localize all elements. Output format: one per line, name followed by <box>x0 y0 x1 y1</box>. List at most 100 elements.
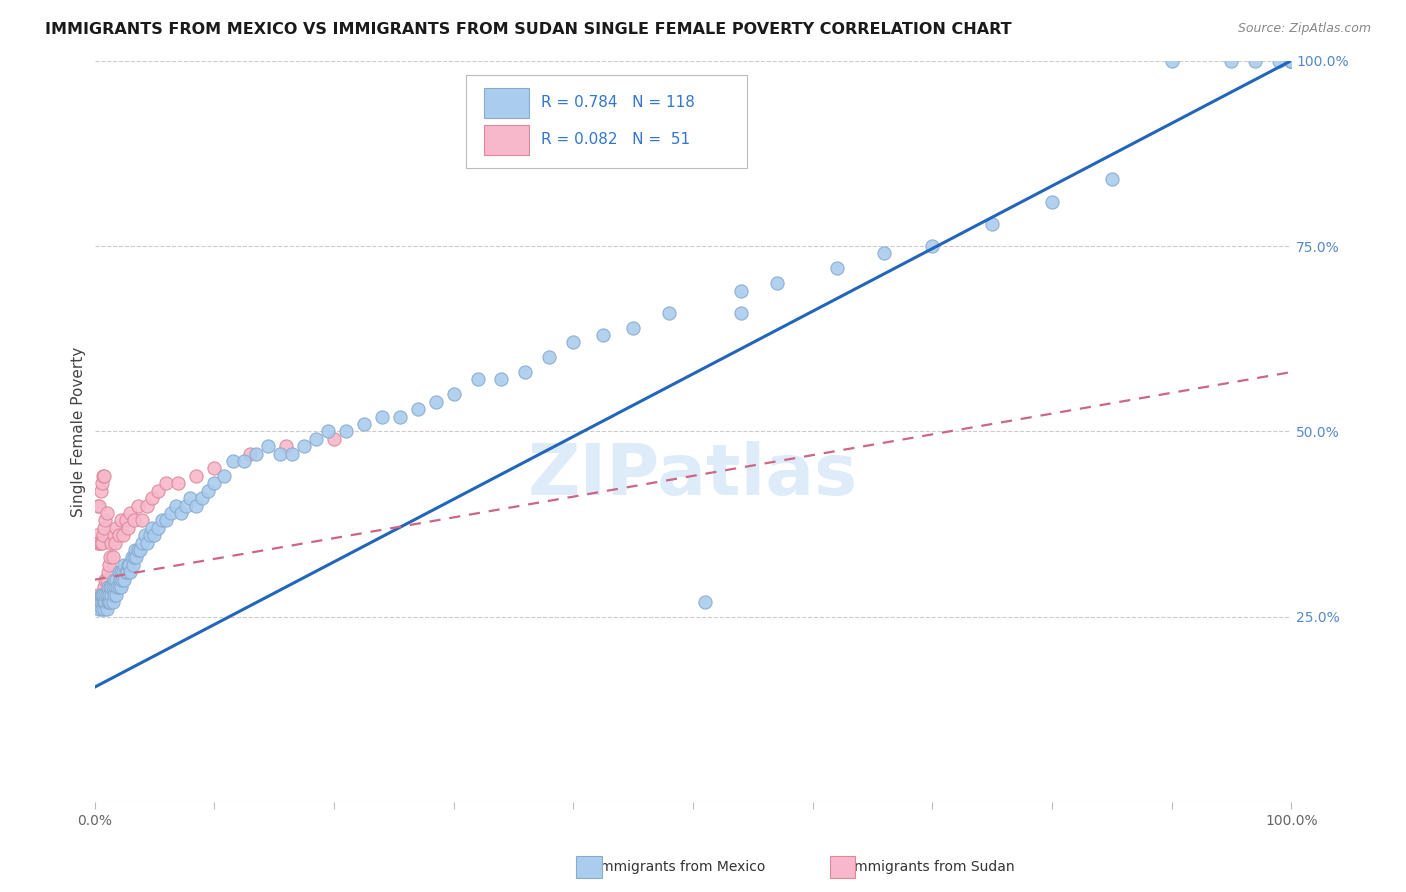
Point <box>1279 54 1302 68</box>
Point <box>179 491 201 505</box>
Point <box>122 550 145 565</box>
Point <box>467 372 489 386</box>
Point <box>94 573 117 587</box>
Point <box>89 602 111 616</box>
Point <box>87 535 110 549</box>
Point <box>202 476 225 491</box>
Point <box>658 306 681 320</box>
Point <box>89 535 111 549</box>
Point <box>730 306 752 320</box>
Point <box>143 528 166 542</box>
Point <box>101 595 124 609</box>
Point <box>305 432 328 446</box>
Point <box>94 595 117 609</box>
Point <box>105 573 128 587</box>
Bar <box>484 88 529 118</box>
Point <box>105 580 128 594</box>
Point <box>120 506 142 520</box>
Point <box>118 558 141 572</box>
Point <box>730 284 752 298</box>
Y-axis label: Single Female Poverty: Single Female Poverty <box>72 346 86 516</box>
Point <box>91 595 114 609</box>
Point <box>146 483 169 498</box>
Text: Immigrants from Mexico: Immigrants from Mexico <box>583 860 766 874</box>
Point <box>134 528 156 542</box>
Point <box>117 558 139 572</box>
Point <box>97 566 120 580</box>
FancyBboxPatch shape <box>465 76 747 169</box>
Bar <box>484 125 529 155</box>
Point <box>100 587 122 601</box>
Point <box>114 513 136 527</box>
Point <box>186 499 208 513</box>
Point <box>98 550 121 565</box>
Point <box>87 587 110 601</box>
Point <box>105 587 128 601</box>
Point <box>239 447 262 461</box>
Point <box>107 528 129 542</box>
Point <box>1244 54 1267 68</box>
Point <box>98 580 121 594</box>
Point <box>90 587 112 601</box>
Point <box>1220 54 1243 68</box>
Point <box>110 513 132 527</box>
Point <box>107 580 129 594</box>
Point <box>562 335 585 350</box>
Point <box>1279 54 1302 68</box>
Point <box>96 587 118 601</box>
Point <box>406 402 429 417</box>
Point <box>245 447 267 461</box>
Point <box>621 320 644 334</box>
Point <box>323 432 346 446</box>
Point <box>100 535 122 549</box>
Point <box>97 587 120 601</box>
Point <box>316 425 339 439</box>
Point <box>90 476 112 491</box>
Point <box>191 491 214 505</box>
Text: IMMIGRANTS FROM MEXICO VS IMMIGRANTS FROM SUDAN SINGLE FEMALE POVERTY CORRELATIO: IMMIGRANTS FROM MEXICO VS IMMIGRANTS FRO… <box>45 22 1012 37</box>
Point <box>202 461 225 475</box>
Point <box>97 580 120 594</box>
Point <box>1279 54 1302 68</box>
Point <box>117 521 139 535</box>
Point <box>122 513 145 527</box>
Point <box>86 528 108 542</box>
Point <box>91 468 114 483</box>
Point <box>491 372 513 386</box>
Point <box>107 566 129 580</box>
Point <box>93 595 115 609</box>
Point <box>103 528 125 542</box>
Point <box>335 425 357 439</box>
Point <box>155 513 177 527</box>
Point <box>91 587 114 601</box>
Point <box>765 276 787 290</box>
Point <box>97 595 120 609</box>
Point <box>93 521 115 535</box>
Point <box>873 246 896 260</box>
Point <box>131 535 153 549</box>
Point <box>98 595 121 609</box>
Point <box>170 506 193 520</box>
Point <box>353 417 375 431</box>
Point <box>155 476 177 491</box>
Point <box>592 328 614 343</box>
Point <box>1279 54 1302 68</box>
Point <box>97 595 120 609</box>
Point <box>90 483 112 498</box>
Point <box>93 468 115 483</box>
Point <box>693 595 716 609</box>
Point <box>115 566 138 580</box>
Point <box>981 217 1004 231</box>
Point <box>1040 194 1063 209</box>
Point <box>136 499 159 513</box>
Text: ZIPatlas: ZIPatlas <box>527 442 858 510</box>
Point <box>114 558 136 572</box>
Point <box>101 550 124 565</box>
Point <box>96 602 118 616</box>
Point <box>146 521 169 535</box>
Point <box>125 550 148 565</box>
Point <box>103 573 125 587</box>
Point <box>89 595 111 609</box>
Point <box>274 439 297 453</box>
Point <box>91 587 114 601</box>
